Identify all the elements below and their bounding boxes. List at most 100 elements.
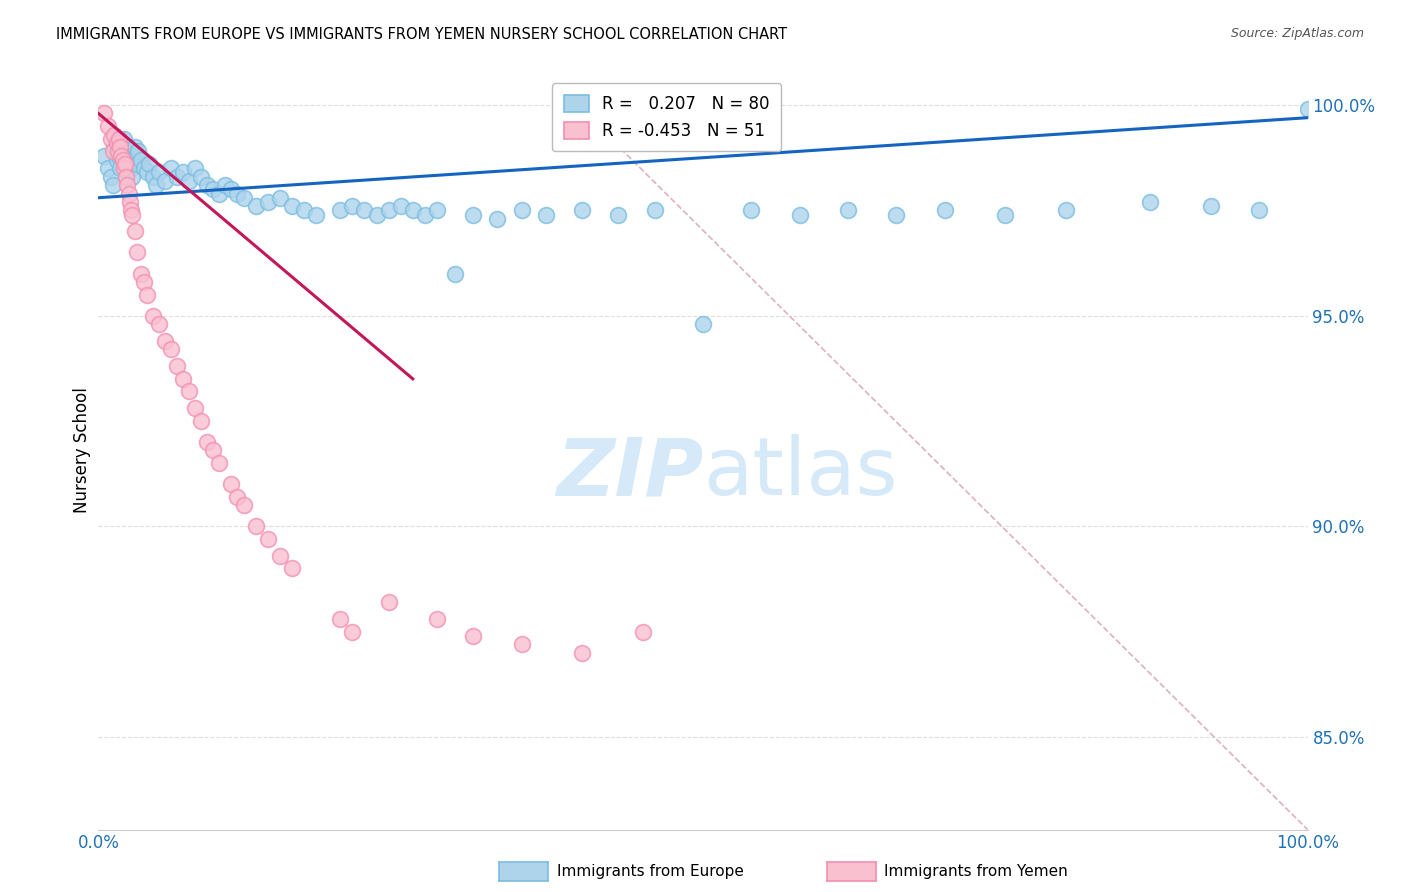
Point: [342, 199, 364, 213]
Point: [366, 208, 388, 222]
Point: [121, 169, 143, 184]
Point: [245, 199, 267, 213]
Point: [692, 317, 714, 331]
Point: [202, 182, 225, 196]
Point: [232, 498, 254, 512]
Point: [510, 637, 533, 651]
Point: [179, 384, 201, 399]
Point: [305, 208, 328, 222]
Point: [166, 359, 188, 374]
Point: [153, 334, 176, 348]
Point: [110, 136, 132, 150]
Point: [886, 208, 908, 222]
Point: [1296, 102, 1319, 116]
Point: [118, 140, 141, 154]
Point: [389, 199, 412, 213]
Point: [232, 191, 254, 205]
Point: [342, 624, 364, 639]
Point: [111, 140, 134, 154]
Point: [994, 208, 1017, 222]
Point: [184, 401, 207, 416]
Point: [281, 561, 304, 575]
Point: [107, 145, 129, 159]
Point: [142, 309, 165, 323]
Point: [179, 174, 201, 188]
Point: [571, 203, 593, 218]
Point: [120, 203, 142, 218]
Text: ZIP: ZIP: [555, 434, 703, 512]
Point: [256, 532, 278, 546]
Point: [172, 372, 194, 386]
Point: [97, 161, 120, 176]
Text: atlas: atlas: [703, 434, 897, 512]
Point: [134, 161, 156, 176]
Point: [160, 161, 183, 176]
Point: [202, 443, 225, 458]
Point: [108, 161, 131, 176]
Point: [93, 106, 115, 120]
Point: [1249, 203, 1271, 218]
Point: [644, 203, 666, 218]
Point: [269, 191, 291, 205]
Point: [122, 153, 145, 167]
Point: [256, 194, 278, 209]
Point: [108, 132, 131, 146]
Point: [125, 148, 148, 162]
Point: [353, 203, 375, 218]
Point: [115, 169, 138, 184]
Point: [124, 224, 146, 238]
Point: [463, 208, 485, 222]
Point: [426, 612, 449, 626]
Point: [329, 203, 352, 218]
Point: [127, 157, 149, 171]
Point: [269, 549, 291, 563]
Point: [245, 519, 267, 533]
Point: [377, 203, 399, 218]
Point: [510, 203, 533, 218]
Point: [108, 148, 131, 162]
Point: [221, 182, 243, 196]
Point: [214, 178, 236, 192]
Point: [142, 169, 165, 184]
Point: [221, 477, 243, 491]
Point: [118, 186, 141, 201]
Point: [112, 132, 135, 146]
Point: [114, 157, 136, 171]
Legend: R =   0.207   N = 80, R = -0.453   N = 51: R = 0.207 N = 80, R = -0.453 N = 51: [553, 84, 782, 152]
Point: [226, 186, 249, 201]
Point: [1139, 194, 1161, 209]
Point: [138, 157, 160, 171]
Point: [105, 136, 128, 150]
Point: [118, 148, 141, 162]
Point: [166, 169, 188, 184]
Point: [135, 165, 157, 179]
Point: [129, 153, 152, 167]
Point: [463, 629, 485, 643]
Point: [107, 132, 129, 146]
Point: [129, 267, 152, 281]
Point: [153, 174, 176, 188]
Point: [100, 132, 122, 146]
Point: [208, 456, 231, 470]
Point: [226, 490, 249, 504]
Point: [195, 178, 218, 192]
Point: [413, 208, 436, 222]
Point: [740, 203, 762, 218]
Point: [160, 343, 183, 357]
Point: [607, 208, 630, 222]
Point: [190, 169, 212, 184]
Point: [402, 203, 425, 218]
Point: [111, 153, 134, 167]
Point: [145, 178, 167, 192]
Y-axis label: Nursery School: Nursery School: [73, 387, 91, 514]
Point: [124, 140, 146, 154]
Point: [534, 208, 557, 222]
Point: [208, 186, 231, 201]
Point: [148, 317, 170, 331]
Point: [486, 211, 509, 226]
Point: [110, 148, 132, 162]
Point: [101, 178, 124, 192]
Point: [112, 161, 135, 176]
Point: [100, 169, 122, 184]
Text: Immigrants from Europe: Immigrants from Europe: [557, 864, 744, 879]
